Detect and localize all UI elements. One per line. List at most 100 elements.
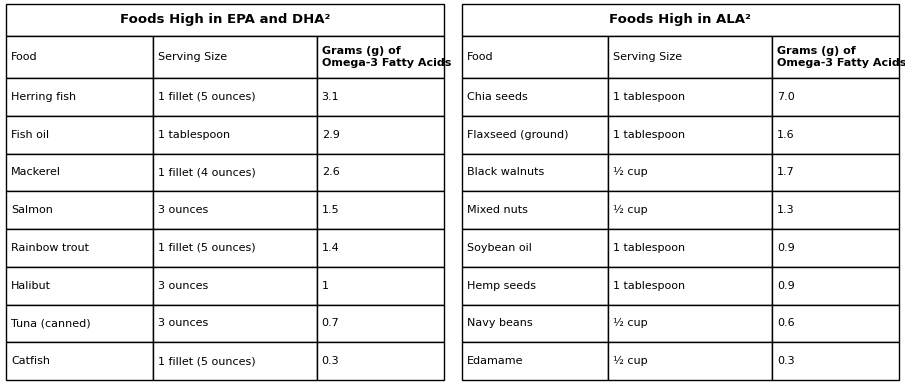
Text: 1.5: 1.5 xyxy=(321,205,339,215)
Bar xyxy=(462,4,899,36)
Text: Mixed nuts: Mixed nuts xyxy=(466,205,528,215)
Text: 1: 1 xyxy=(321,281,329,291)
Bar xyxy=(462,36,608,78)
Bar xyxy=(772,191,899,229)
Bar xyxy=(608,267,772,305)
Bar xyxy=(608,154,772,191)
Text: 1.3: 1.3 xyxy=(777,205,795,215)
Text: Flaxseed (ground): Flaxseed (ground) xyxy=(466,130,568,140)
Text: Food: Food xyxy=(11,52,38,62)
Text: 1 fillet (5 ounces): 1 fillet (5 ounces) xyxy=(157,243,255,253)
Bar xyxy=(608,36,772,78)
Text: Grams (g) of
Omega-3 Fatty Acids: Grams (g) of Omega-3 Fatty Acids xyxy=(321,46,451,68)
Text: 7.0: 7.0 xyxy=(777,92,795,102)
Bar xyxy=(608,342,772,380)
Text: 2.9: 2.9 xyxy=(321,130,339,140)
Text: Catfish: Catfish xyxy=(11,356,50,366)
Text: Food: Food xyxy=(466,52,493,62)
Text: ½ cup: ½ cup xyxy=(613,318,648,328)
Text: 1.6: 1.6 xyxy=(777,130,795,140)
Bar xyxy=(772,78,899,116)
Text: 3 ounces: 3 ounces xyxy=(157,318,208,328)
Text: Mackerel: Mackerel xyxy=(11,167,61,177)
Bar xyxy=(462,191,608,229)
Bar xyxy=(6,4,443,36)
Bar xyxy=(462,116,608,154)
Bar xyxy=(153,305,317,342)
Text: Salmon: Salmon xyxy=(11,205,52,215)
Bar xyxy=(772,116,899,154)
Bar xyxy=(6,305,153,342)
Bar xyxy=(317,305,443,342)
Text: Edamame: Edamame xyxy=(466,356,523,366)
Bar xyxy=(462,154,608,191)
Text: Navy beans: Navy beans xyxy=(466,318,532,328)
Text: Soybean oil: Soybean oil xyxy=(466,243,531,253)
Text: 0.3: 0.3 xyxy=(777,356,795,366)
Bar xyxy=(6,116,153,154)
Bar xyxy=(608,229,772,267)
Text: 0.3: 0.3 xyxy=(321,356,339,366)
Text: 0.9: 0.9 xyxy=(777,243,795,253)
Bar xyxy=(317,154,443,191)
Bar xyxy=(317,229,443,267)
Bar xyxy=(608,78,772,116)
Text: 1 tablespoon: 1 tablespoon xyxy=(613,130,685,140)
Bar xyxy=(317,191,443,229)
Text: Tuna (canned): Tuna (canned) xyxy=(11,318,91,328)
Bar xyxy=(772,229,899,267)
Bar xyxy=(6,267,153,305)
Text: 1.4: 1.4 xyxy=(321,243,339,253)
Text: Serving Size: Serving Size xyxy=(157,52,226,62)
Text: Black walnuts: Black walnuts xyxy=(466,167,544,177)
Text: Fish oil: Fish oil xyxy=(11,130,49,140)
Bar xyxy=(153,116,317,154)
Bar xyxy=(6,36,153,78)
Bar xyxy=(317,36,443,78)
Bar xyxy=(772,267,899,305)
Text: Hemp seeds: Hemp seeds xyxy=(466,281,536,291)
Text: 3 ounces: 3 ounces xyxy=(157,205,208,215)
Text: 3.1: 3.1 xyxy=(321,92,339,102)
Bar xyxy=(153,229,317,267)
Text: 1 tablespoon: 1 tablespoon xyxy=(613,243,685,253)
Bar xyxy=(317,267,443,305)
Bar xyxy=(6,229,153,267)
Bar xyxy=(772,154,899,191)
Text: 3 ounces: 3 ounces xyxy=(157,281,208,291)
Bar xyxy=(153,78,317,116)
Text: Serving Size: Serving Size xyxy=(613,52,682,62)
Text: 1 fillet (5 ounces): 1 fillet (5 ounces) xyxy=(157,356,255,366)
Bar xyxy=(6,191,153,229)
Text: 0.7: 0.7 xyxy=(321,318,339,328)
Bar xyxy=(153,191,317,229)
Text: ½ cup: ½ cup xyxy=(613,356,648,366)
Bar xyxy=(6,342,153,380)
Text: Chia seeds: Chia seeds xyxy=(466,92,528,102)
Text: 1 fillet (4 ounces): 1 fillet (4 ounces) xyxy=(157,167,255,177)
Text: Foods High in ALA²: Foods High in ALA² xyxy=(609,13,751,26)
Bar xyxy=(462,229,608,267)
Bar xyxy=(772,342,899,380)
Bar xyxy=(462,342,608,380)
Text: 2.6: 2.6 xyxy=(321,167,339,177)
Text: 1 tablespoon: 1 tablespoon xyxy=(157,130,230,140)
Bar xyxy=(462,267,608,305)
Bar xyxy=(462,78,608,116)
Bar xyxy=(608,305,772,342)
Bar xyxy=(608,191,772,229)
Text: 1 fillet (5 ounces): 1 fillet (5 ounces) xyxy=(157,92,255,102)
Text: Herring fish: Herring fish xyxy=(11,92,76,102)
Bar xyxy=(317,78,443,116)
Bar xyxy=(153,342,317,380)
Bar xyxy=(153,154,317,191)
Text: 1 tablespoon: 1 tablespoon xyxy=(613,281,685,291)
Bar xyxy=(317,116,443,154)
Bar xyxy=(462,305,608,342)
Bar xyxy=(772,36,899,78)
Text: 0.9: 0.9 xyxy=(777,281,795,291)
Text: ½ cup: ½ cup xyxy=(613,205,648,215)
Text: Rainbow trout: Rainbow trout xyxy=(11,243,89,253)
Bar xyxy=(6,154,153,191)
Bar xyxy=(153,267,317,305)
